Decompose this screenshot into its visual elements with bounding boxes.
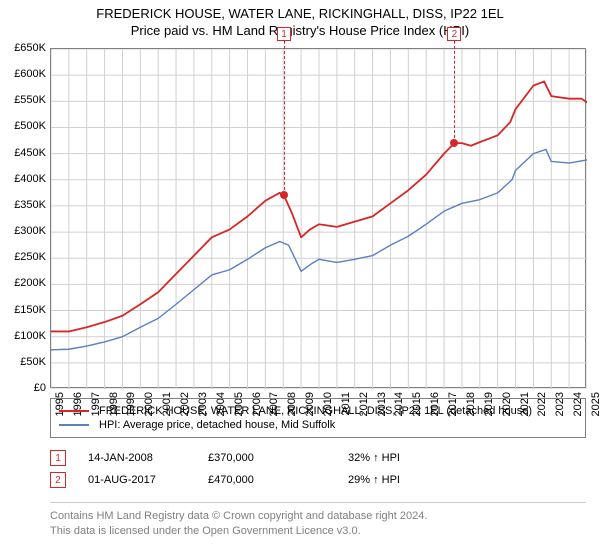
footer-line-1: Contains HM Land Registry data © Crown c…: [50, 509, 586, 524]
legend-swatch-hpi: [59, 424, 89, 426]
marker-badge-1: 1: [50, 450, 66, 466]
marker-dash-1: [284, 41, 285, 195]
y-tick-label: £250K: [14, 251, 46, 263]
marker-delta-2: 29% ↑ HPI: [348, 474, 468, 486]
chart-title-main: FREDERICK HOUSE, WATER LANE, RICKINGHALL…: [0, 6, 600, 21]
legend: FREDERICK HOUSE, WATER LANE, RICKINGHALL…: [50, 398, 586, 438]
marker-date-2: 01-AUG-2017: [88, 474, 208, 486]
footer-line-2: This data is licensed under the Open Gov…: [50, 524, 586, 539]
marker-price-2: £470,000: [208, 474, 348, 486]
marker-table: 1 14-JAN-2008 £370,000 32% ↑ HPI 2 01-AU…: [50, 444, 586, 494]
chart-svg: [51, 49, 587, 389]
marker-row-2: 2 01-AUG-2017 £470,000 29% ↑ HPI: [50, 472, 586, 488]
chart-marker-point-2: [450, 139, 458, 147]
y-tick-label: £600K: [14, 68, 46, 80]
y-tick-label: £100K: [14, 330, 46, 342]
y-tick-label: £200K: [14, 277, 46, 289]
chart-marker-point-1: [280, 191, 288, 199]
x-tick-label: 2025: [590, 392, 600, 416]
chart-area: 12 £0£50K£100K£150K£200K£250K£300K£350K£…: [50, 48, 586, 388]
marker-date-1: 14-JAN-2008: [88, 452, 208, 464]
y-tick-label: £0: [34, 382, 46, 394]
legend-item-hpi: HPI: Average price, detached house, Mid …: [59, 419, 577, 431]
marker-row-1: 1 14-JAN-2008 £370,000 32% ↑ HPI: [50, 450, 586, 466]
y-tick-label: £400K: [14, 173, 46, 185]
marker-price-1: £370,000: [208, 452, 348, 464]
marker-badge-2: 2: [50, 472, 66, 488]
legend-label-property: FREDERICK HOUSE, WATER LANE, RICKINGHALL…: [99, 405, 532, 417]
y-tick-label: £300K: [14, 225, 46, 237]
chart-plot: 12: [50, 48, 586, 388]
y-tick-label: £500K: [14, 120, 46, 132]
legend-item-property: FREDERICK HOUSE, WATER LANE, RICKINGHALL…: [59, 405, 577, 417]
marker-dash-2: [454, 41, 455, 143]
chart-marker-badge-1: 1: [277, 27, 291, 41]
y-tick-label: £150K: [14, 304, 46, 316]
y-tick-label: £650K: [14, 42, 46, 54]
y-tick-label: £50K: [20, 356, 46, 368]
legend-swatch-property: [59, 410, 89, 412]
chart-marker-badge-2: 2: [447, 27, 461, 41]
chart-title-sub: Price paid vs. HM Land Registry's House …: [0, 23, 600, 38]
y-tick-label: £550K: [14, 94, 46, 106]
marker-delta-1: 32% ↑ HPI: [348, 452, 468, 464]
y-tick-label: £350K: [14, 199, 46, 211]
legend-label-hpi: HPI: Average price, detached house, Mid …: [99, 419, 335, 431]
footer: Contains HM Land Registry data © Crown c…: [50, 502, 586, 539]
y-tick-label: £450K: [14, 147, 46, 159]
